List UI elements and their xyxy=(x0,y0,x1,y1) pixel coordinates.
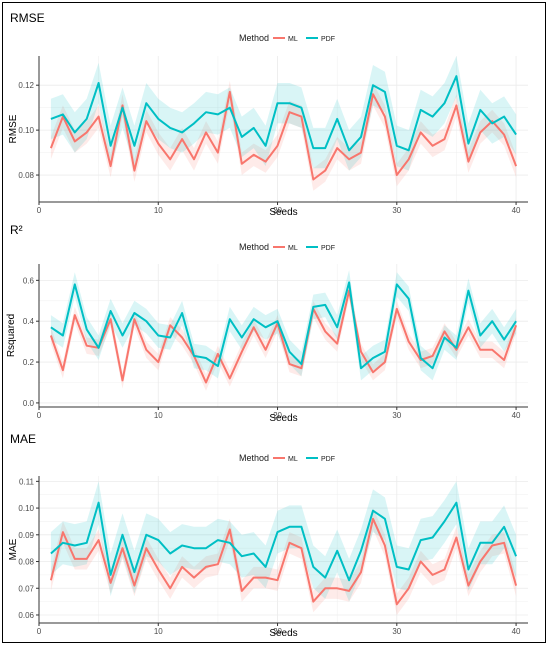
legend-label-ml: ML xyxy=(288,36,298,43)
x-tick-label: 20 xyxy=(273,411,282,420)
series-line-ml xyxy=(49,90,518,181)
legend-label-pdf: PDF xyxy=(321,245,335,252)
x-tick-label: 40 xyxy=(512,411,521,420)
x-axis-label: Seeds xyxy=(269,413,297,424)
panel-title: MAE xyxy=(10,432,36,446)
y-tick-label: 0.0 xyxy=(23,399,35,408)
x-tick-label: 30 xyxy=(392,411,401,420)
legend-title: Method xyxy=(239,453,269,463)
chart-panel-2: R² Method ML PDF 0 10 20 30 40 0.0 0.2 0.4 0.6 Seeds R… xyxy=(6,223,528,424)
gridlines xyxy=(38,264,528,407)
y-tick-label: 0.09 xyxy=(18,531,34,540)
y-axis-label: Rsquared xyxy=(6,314,17,357)
legend-title: Method xyxy=(239,242,269,252)
x-tick-label: 10 xyxy=(154,411,163,420)
band-pdf xyxy=(50,270,517,381)
series-line-pdf xyxy=(50,501,518,582)
y-tick-label: 0.10 xyxy=(18,504,34,513)
x-tick-label: 30 xyxy=(392,627,401,636)
band-pdf xyxy=(50,481,517,602)
band-pdf xyxy=(50,56,517,171)
y-tick-label: 0.08 xyxy=(18,558,34,567)
series-line-pdf xyxy=(50,75,517,152)
y-tick-label: 0.06 xyxy=(18,611,34,620)
y-tick-label: 0.6 xyxy=(23,276,35,285)
y-tick-label: 0.12 xyxy=(18,81,34,90)
legend: Method ML PDF xyxy=(239,453,335,463)
x-tick-label: 0 xyxy=(37,411,42,420)
y-tick-label: 0.2 xyxy=(23,358,35,367)
x-tick-label: 0 xyxy=(37,206,42,215)
x-tick-label: 10 xyxy=(154,206,163,215)
y-axis-label: MAE xyxy=(8,538,19,560)
band-ml xyxy=(50,80,517,191)
legend-label-ml: ML xyxy=(288,456,298,463)
x-tick-label: 40 xyxy=(512,627,521,636)
panel-title: RMSE xyxy=(10,11,45,25)
legend: Method ML PDF xyxy=(239,33,335,43)
x-axis-label: Seeds xyxy=(269,207,297,218)
x-tick-label: 20 xyxy=(273,627,282,636)
y-tick-label: 0.4 xyxy=(23,317,35,326)
x-tick-label: 30 xyxy=(392,206,401,215)
legend-label-ml: ML xyxy=(288,245,298,252)
series-line-ml xyxy=(49,517,518,606)
legend-label-pdf: PDF xyxy=(321,36,335,43)
y-axis-label: RMSE xyxy=(8,114,19,143)
x-tick-label: 10 xyxy=(154,627,163,636)
y-tick-label: 0.10 xyxy=(18,126,34,135)
y-tick-label: 0.08 xyxy=(18,171,34,180)
legend: Method ML PDF xyxy=(239,242,335,252)
x-tick-label: 40 xyxy=(512,206,521,215)
y-tick-label: 0.11 xyxy=(19,477,35,486)
series-line-pdf xyxy=(50,281,517,370)
x-tick-label: 0 xyxy=(37,627,42,636)
y-tick-label: 0.07 xyxy=(18,584,34,593)
legend-label-pdf: PDF xyxy=(321,456,335,463)
legend-title: Method xyxy=(239,33,269,43)
chart-panel-1: RMSE Method ML PDF 0 10 20 30 40 0.08 0.10 0.12 Seed… xyxy=(8,11,528,218)
series-line-ml xyxy=(49,289,518,384)
x-tick-label: 20 xyxy=(273,206,282,215)
x-axis-label: Seeds xyxy=(269,628,297,639)
chart-panel-3: MAE Method ML PDF 0 10 20 30 40 0.06 0.07 0.08 0.09 0… xyxy=(8,432,528,639)
panel-title: R² xyxy=(10,223,23,237)
